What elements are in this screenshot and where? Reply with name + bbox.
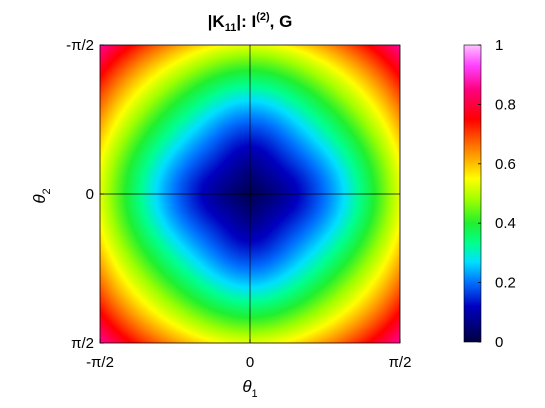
x-ticks: -π/2 0 π/2 xyxy=(86,339,411,371)
x-tick-label: 0 xyxy=(246,354,254,371)
colorbar-tick-label: 0.8 xyxy=(495,96,516,113)
colorbar-ticks: 0 0.2 0.4 0.6 0.8 1 xyxy=(478,37,516,351)
title-superscript: (2) xyxy=(256,11,270,23)
y-axis-label: θ2 xyxy=(30,188,53,203)
colorbar-tick-label: 0.6 xyxy=(495,156,516,173)
x-tick-label: -π/2 xyxy=(86,354,114,371)
chart-title: |K11|: I(2), G xyxy=(208,11,293,34)
title-subscript: 11 xyxy=(225,22,237,34)
title-close: , G xyxy=(270,12,293,31)
colorbar xyxy=(463,44,482,343)
y-ticks: -π/2 0 π/2 xyxy=(66,37,104,352)
y-tick-label: -π/2 xyxy=(66,37,94,54)
y-tick-label: 0 xyxy=(86,186,94,203)
crosshair xyxy=(100,45,400,343)
title-open: |K xyxy=(208,12,226,31)
y-tick-label: π/2 xyxy=(71,335,94,352)
colorbar-tick-label: 0.2 xyxy=(495,275,516,292)
title-mid: |: I xyxy=(236,12,256,31)
colorbar-tick-label: 0.4 xyxy=(495,215,516,232)
colorbar-tick-label: 0 xyxy=(495,334,503,351)
x-axis-label: θ1 xyxy=(242,377,257,400)
colorbar-tick-label: 1 xyxy=(495,37,503,54)
x-tick-label: π/2 xyxy=(389,354,412,371)
